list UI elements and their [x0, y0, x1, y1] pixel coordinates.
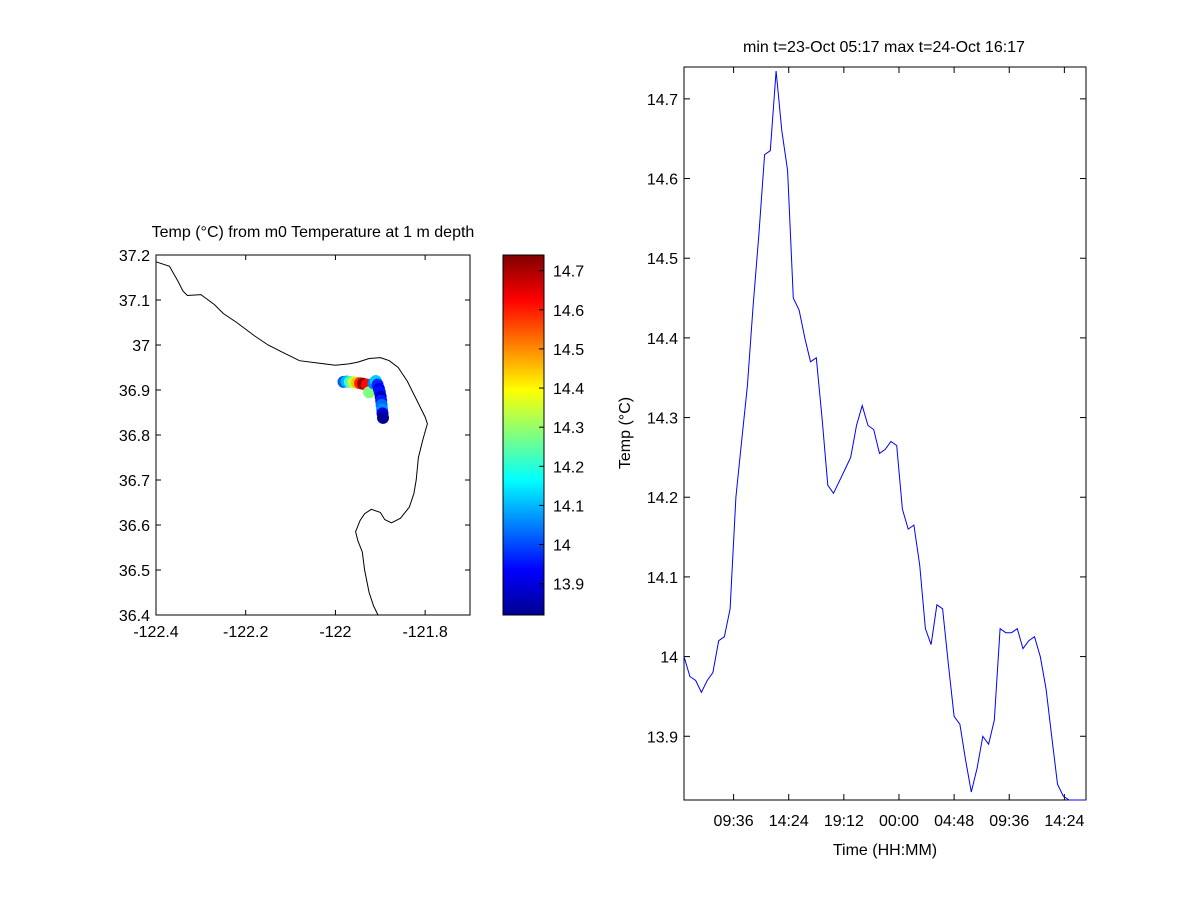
timeseries-ylabel: Temp (°C): [617, 397, 634, 469]
timeseries-y-tick-label: 14.4: [647, 331, 678, 348]
timeseries-title: min t=23-Oct 05:17 max t=24-Oct 16:17: [743, 39, 1025, 56]
timeseries-x-tick-label: 00:00: [879, 813, 919, 830]
scatter-point: [377, 411, 389, 424]
colorbar-tick-label: 14.4: [553, 381, 584, 398]
timeseries-x-tick-label: 04:48: [934, 813, 974, 830]
colorbar-gradient: [502, 254, 545, 616]
scatter-points: [337, 375, 389, 424]
colorbar: 13.9 14 14.1 14.2 14.3 14.4 14.5 14.6 14.7: [502, 254, 584, 616]
colorbar-tick-label: 14: [553, 538, 571, 555]
timeseries-y-tick-label: 14: [660, 650, 678, 667]
map-y-ticks: 36.4 36.5 36.6 36.7 36.8 36.9 37 37.1 37.2: [119, 248, 470, 625]
colorbar-tick-label: 13.9: [553, 577, 584, 594]
colorbar-tick-label: 14.3: [553, 420, 584, 437]
timeseries-xlabel: Time (HH:MM): [833, 842, 937, 859]
timeseries-y-tick-label: 14.5: [647, 251, 678, 268]
coastline-path: [155, 261, 428, 616]
map-x-tick-label: -122: [319, 624, 351, 641]
timeseries-x-ticks: 09:36 14:24 19:12 00:00 04:48 09:36 14:24: [714, 67, 1084, 830]
colorbar-tick-label: 14.6: [553, 303, 584, 320]
timeseries-x-tick-label: 14:24: [769, 813, 809, 830]
map-y-tick-label: 37.2: [119, 248, 150, 265]
timeseries-y-tick-label: 14.2: [647, 490, 678, 507]
map-y-tick-label: 36.7: [119, 473, 150, 490]
colorbar-tick-label: 14.2: [553, 459, 584, 476]
map-y-tick-label: 36.6: [119, 518, 150, 535]
temperature-series-line: [683, 70, 1086, 801]
colorbar-tick-label: 14.1: [553, 498, 584, 515]
map-y-tick-label: 36.5: [119, 563, 150, 580]
timeseries-y-tick-label: 14.1: [647, 570, 678, 587]
map-x-tick-label: -122.2: [223, 624, 268, 641]
timeseries-y-tick-label: 14.7: [647, 92, 678, 109]
map-x-tick-label: -121.8: [402, 624, 447, 641]
timeseries-y-ticks: 13.9 14 14.1 14.2 14.3 14.4 14.5 14.6 14.7: [647, 92, 1086, 746]
timeseries-x-tick-label: 19:12: [824, 813, 864, 830]
map-y-tick-label: 36.8: [119, 428, 150, 445]
timeseries-x-tick-label: 09:36: [989, 813, 1029, 830]
timeseries-y-tick-label: 14.6: [647, 172, 678, 189]
timeseries-x-tick-label: 09:36: [714, 813, 754, 830]
colorbar-tick-label: 14.5: [553, 342, 584, 359]
map-y-tick-label: 36.4: [119, 608, 150, 625]
timeseries-y-tick-label: 13.9: [647, 729, 678, 746]
timeseries-x-tick-label: 14:24: [1044, 813, 1084, 830]
coastline: [155, 261, 428, 616]
colorbar-tick-label: 14.7: [553, 264, 584, 281]
map-panel: Temp (°C) from m0 Temperature at 1 m dep…: [119, 224, 474, 641]
map-x-tick-label: -122.4: [133, 624, 178, 641]
timeseries-axes-frame: [683, 66, 1087, 801]
timeseries-panel: min t=23-Oct 05:17 max t=24-Oct 16:17 09…: [617, 39, 1087, 859]
scatter-point: [363, 386, 376, 399]
map-title: Temp (°C) from m0 Temperature at 1 m dep…: [152, 224, 475, 241]
map-x-ticks: -122.4 -122.2 -122 -121.8: [133, 255, 448, 641]
map-axes-frame: [155, 254, 471, 616]
map-y-tick-label: 37: [132, 338, 150, 355]
colorbar-ticks: 13.9 14 14.1 14.2 14.3 14.4 14.5 14.6 14.7: [539, 264, 584, 594]
timeseries-y-tick-label: 14.3: [647, 411, 678, 428]
map-y-tick-label: 37.1: [119, 293, 150, 310]
map-y-tick-label: 36.9: [119, 383, 150, 400]
